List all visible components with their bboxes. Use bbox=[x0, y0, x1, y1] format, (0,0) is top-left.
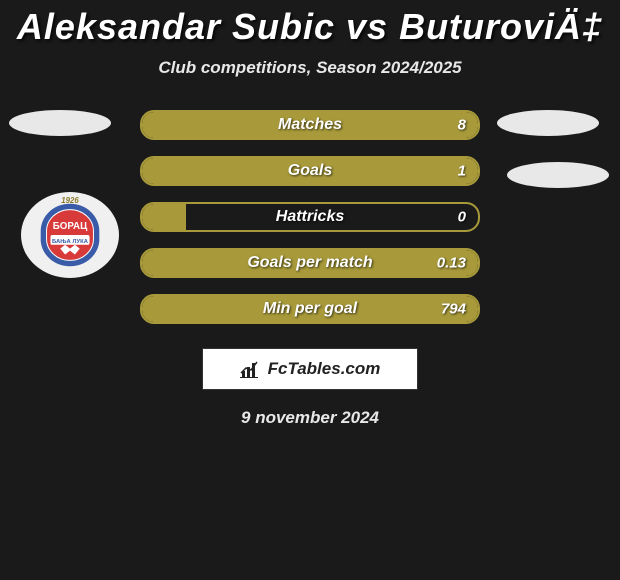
stat-bar-fill bbox=[142, 204, 186, 230]
stat-bar: Hattricks 0 bbox=[140, 202, 480, 232]
club-badge-svg: 1926 БОРАЦ БАЊА ЛУКА bbox=[21, 192, 119, 278]
bar-chart-icon bbox=[240, 359, 262, 379]
stat-value: 0.13 bbox=[437, 255, 466, 272]
content-area: 1926 БОРАЦ БАЊА ЛУКА Matches 8 Goals 1 Hattr… bbox=[0, 110, 620, 428]
stat-bar: Matches 8 bbox=[140, 110, 480, 140]
brand-box[interactable]: FcTables.com bbox=[202, 348, 418, 390]
badge-year: 1926 bbox=[61, 196, 79, 205]
badge-bottom-text: БАЊА ЛУКА bbox=[52, 239, 89, 245]
stat-label: Goals per match bbox=[247, 254, 372, 272]
page-title: Aleksandar Subic vs ButuroviÄ‡ bbox=[0, 0, 620, 48]
stats-bars: Matches 8 Goals 1 Hattricks 0 Goals per match 0… bbox=[140, 110, 480, 324]
stat-value: 794 bbox=[441, 301, 466, 318]
placeholder-ellipse-right-2 bbox=[507, 162, 609, 188]
placeholder-ellipse-right-1 bbox=[497, 110, 599, 136]
stat-value: 0 bbox=[458, 209, 466, 226]
stat-label: Min per goal bbox=[263, 300, 357, 318]
stat-bar: Min per goal 794 bbox=[140, 294, 480, 324]
stat-label: Goals bbox=[288, 162, 332, 180]
club-badge: 1926 БОРАЦ БАЊА ЛУКА bbox=[21, 192, 119, 278]
brand-text: FcTables.com bbox=[268, 359, 381, 379]
stat-label: Matches bbox=[278, 116, 342, 134]
subtitle: Club competitions, Season 2024/2025 bbox=[0, 58, 620, 78]
date-text: 9 november 2024 bbox=[0, 408, 620, 428]
stat-value: 1 bbox=[458, 163, 466, 180]
stat-value: 8 bbox=[458, 117, 466, 134]
badge-top-text: БОРАЦ bbox=[53, 221, 88, 232]
placeholder-ellipse-left bbox=[9, 110, 111, 136]
stat-bar: Goals per match 0.13 bbox=[140, 248, 480, 278]
stat-label: Hattricks bbox=[276, 208, 344, 226]
stat-bar: Goals 1 bbox=[140, 156, 480, 186]
